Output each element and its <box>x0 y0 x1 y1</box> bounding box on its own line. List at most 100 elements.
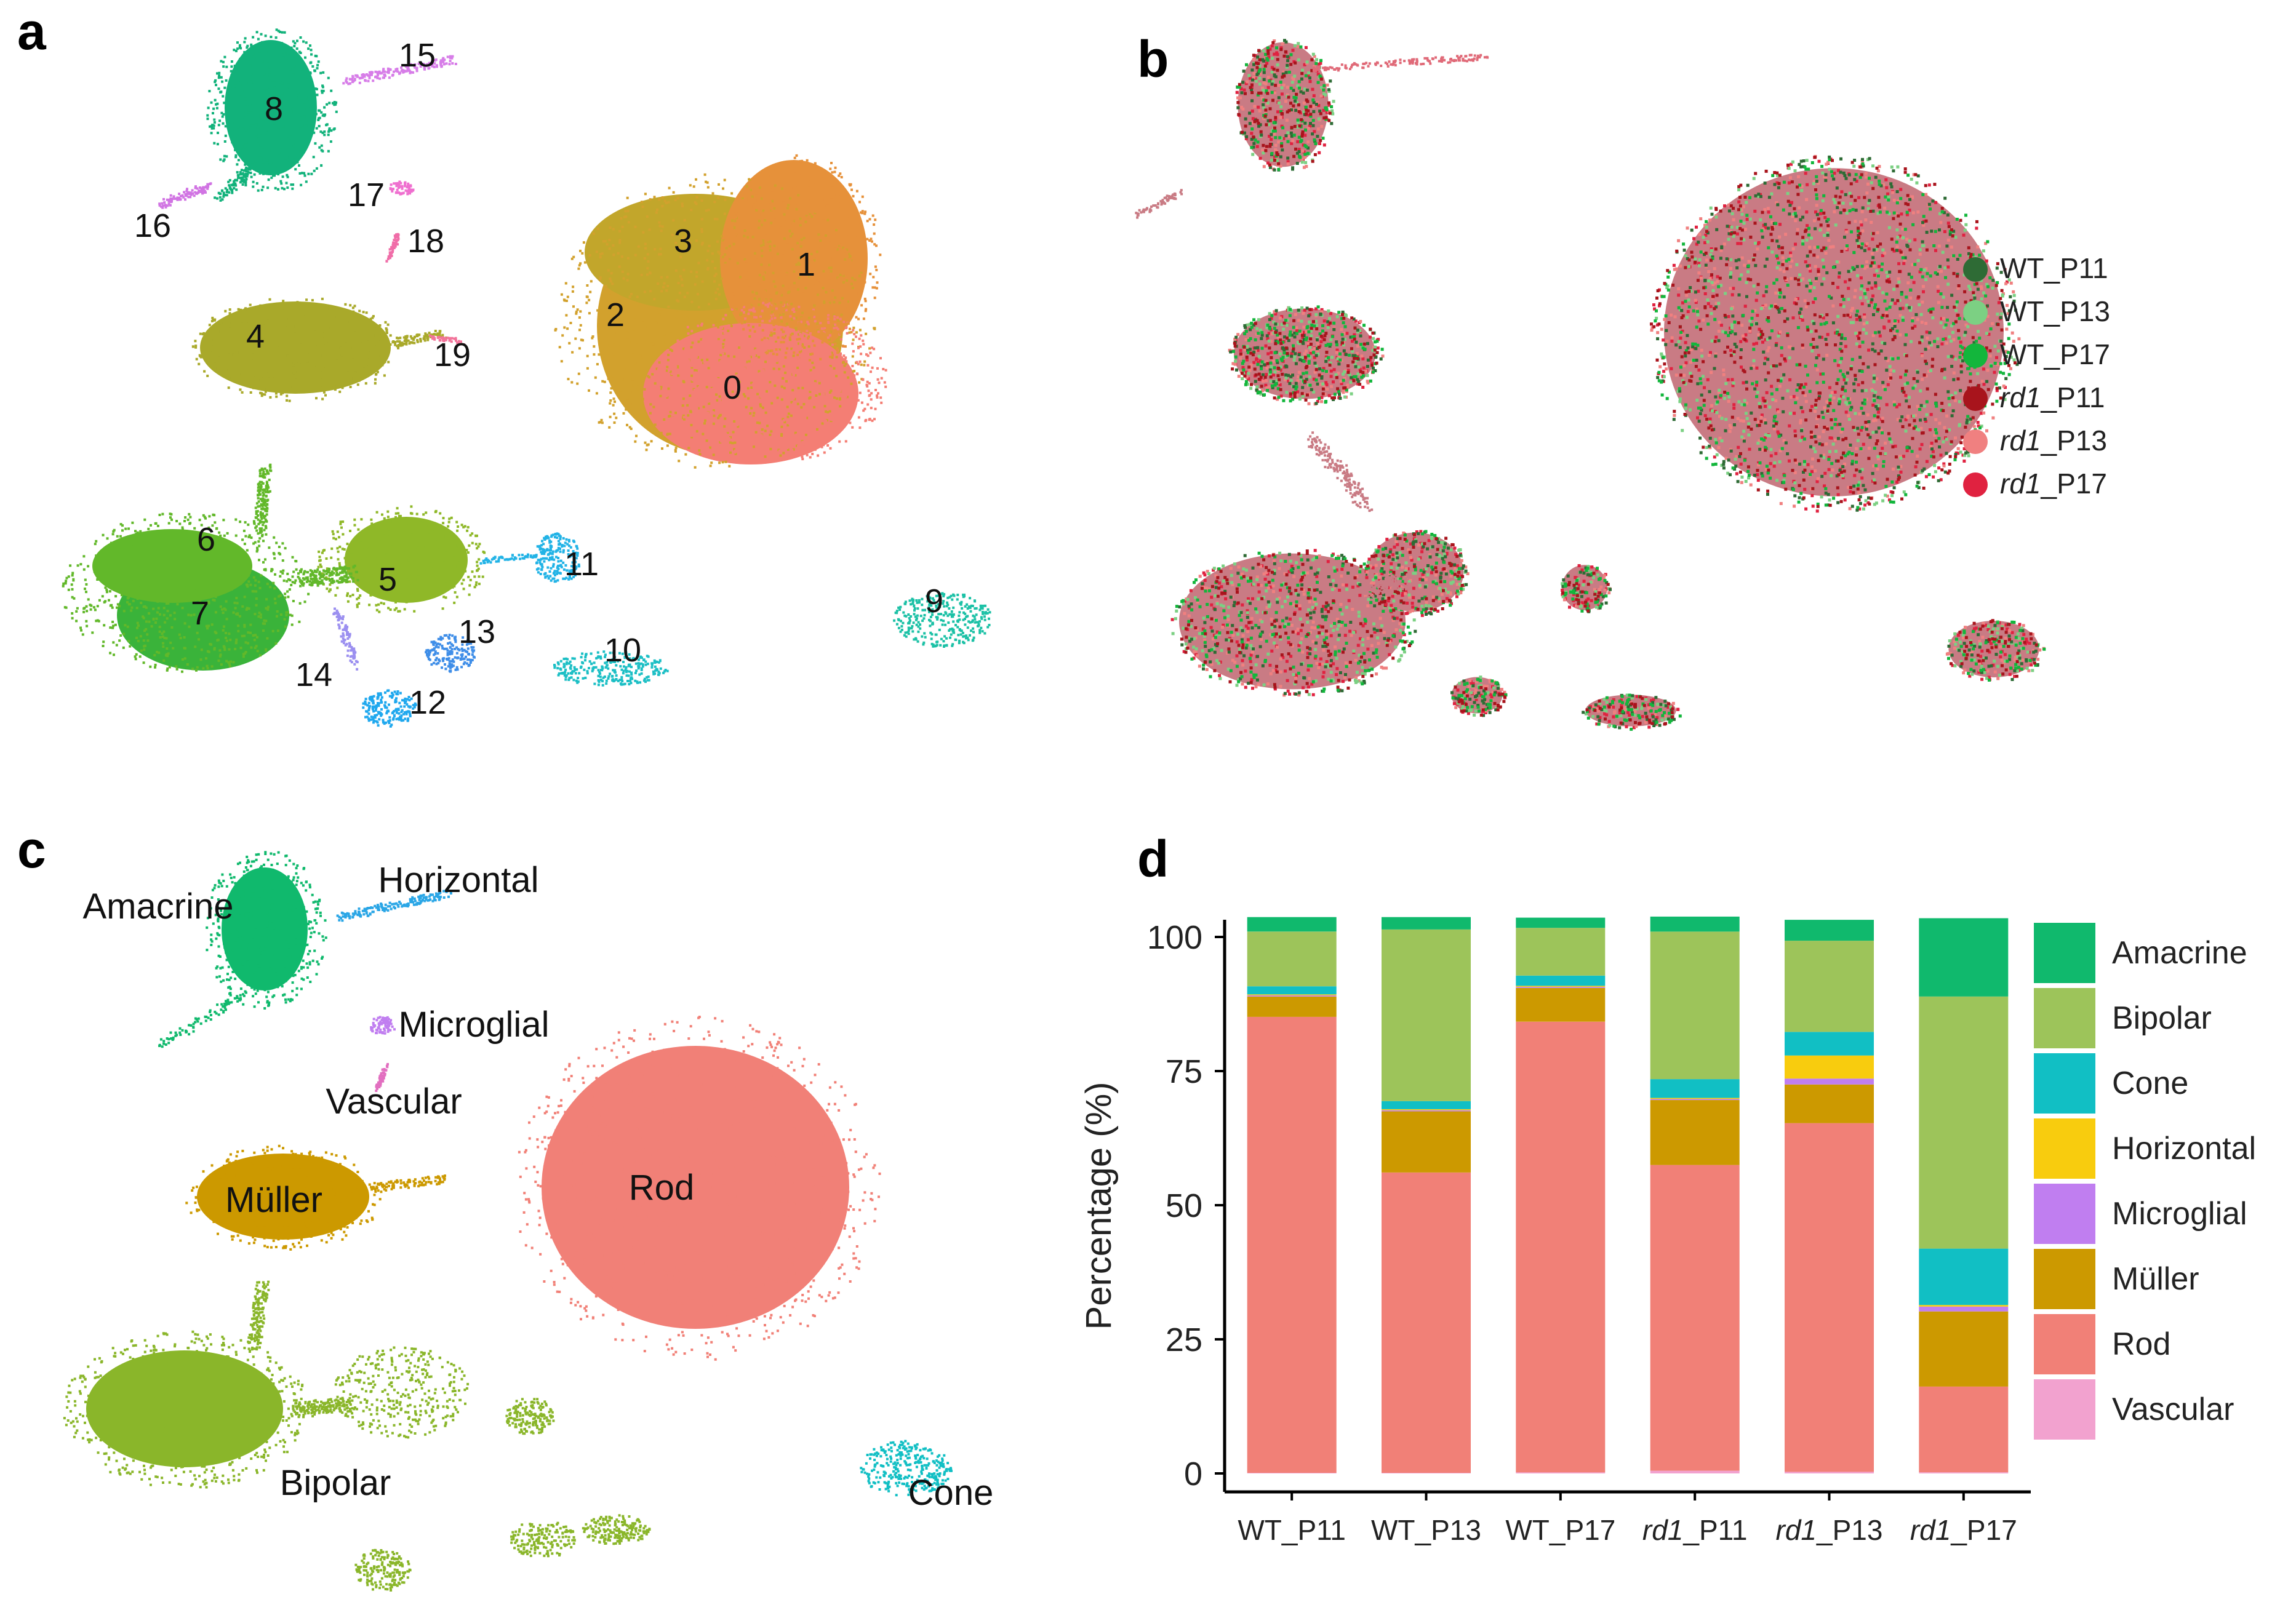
bar-legend-swatch <box>2034 1249 2095 1309</box>
legend-label-prefix: WT <box>2000 338 2044 370</box>
bar-segment-muller-WT_P17 <box>1516 987 1606 1022</box>
legend-label-prefix: WT <box>2000 252 2044 284</box>
sample-bridge <box>1363 572 1411 599</box>
cluster-6-tail <box>252 463 273 534</box>
legend-item-rd1_P17: rd1_P17 <box>1963 468 2107 500</box>
cluster-0-scatter <box>655 301 887 463</box>
bar-segment-bipolar-rd1_P11 <box>1650 931 1740 1080</box>
sample-blob-bipolar-right <box>1364 530 1470 617</box>
panel-letter-c: c <box>17 821 46 879</box>
legend-label: rd1_P17 <box>2000 468 2107 500</box>
legend-label: WT_P11 <box>2000 252 2108 284</box>
bar-segment-horizontal-rd1_P11 <box>1650 1098 1740 1099</box>
x-tick-label-prefix: rd1 <box>1910 1514 1951 1546</box>
y-tick-label-100: 100 <box>1147 919 1202 956</box>
bar-segment-bipolar-rd1_P13 <box>1785 941 1874 1032</box>
bar-legend-item-rod: Rod <box>2034 1314 2170 1374</box>
celltype-muller-points <box>197 1154 369 1240</box>
sample-tail-horizontal <box>1312 54 1489 73</box>
legend-label-suffix: _P13 <box>2044 295 2110 327</box>
cluster-12-points <box>362 689 417 728</box>
cluster-label-2: 2 <box>606 297 625 333</box>
legend-label-prefix: rd1 <box>2000 468 2041 500</box>
bar-legend-label: Bipolar <box>2112 1000 2212 1036</box>
panel-c-umap-celltypes: Amacrine Horizontal Microglial Vascular Müll… <box>63 851 993 1592</box>
cluster-4-tail <box>372 330 448 350</box>
x-tick-label-suffix: _P11 <box>1281 1514 1346 1546</box>
cluster-label-13: 13 <box>458 613 495 650</box>
bar-stack-rd1_P13 <box>1785 920 1874 1473</box>
bar-legend-swatch <box>2034 1379 2095 1440</box>
cluster-label-7: 7 <box>191 595 209 632</box>
y-tick-label-0: 0 <box>1184 1456 1202 1492</box>
bar-segment-rod-rd1_P17 <box>1919 1386 2009 1473</box>
legend-swatch <box>1963 472 1988 497</box>
panel-letter-d: d <box>1137 830 1169 888</box>
cluster-label-12: 12 <box>409 684 446 721</box>
bar-stack-WT_P11 <box>1247 917 1337 1473</box>
legend-item-WT_P11: WT_P11 <box>1963 252 2108 284</box>
celltype-amacrine-scatter <box>206 851 327 1010</box>
bar-segment-rod-WT_P17 <box>1516 1021 1606 1473</box>
cluster-8-tail <box>214 166 257 202</box>
celltype-label-microglial: Microglial <box>399 1005 550 1045</box>
legend-item-rd1_P11: rd1_P11 <box>1963 381 2105 413</box>
cluster-label-10: 10 <box>604 632 641 669</box>
legend-swatch <box>1963 257 1988 282</box>
bar-segment-microglial-WT_P17 <box>1516 987 1606 988</box>
cluster-label-18: 18 <box>407 223 444 260</box>
cluster-label-1: 1 <box>797 246 815 283</box>
celltype-bipolar-small-1 <box>505 1398 555 1435</box>
cluster-17-points <box>389 180 415 196</box>
bar-legend-label: Horizontal <box>2112 1131 2256 1166</box>
cluster-label-9: 9 <box>925 583 943 620</box>
bar-segment-vascular-WT_P17 <box>1516 1472 1606 1473</box>
legend-label-suffix: _P11 <box>2040 381 2105 413</box>
sample-blob-9 <box>1945 619 2046 682</box>
celltype-label-amacrine: Amacrine <box>83 887 234 927</box>
bar-segment-cone-rd1_P17 <box>1919 1248 2009 1305</box>
celltype-bipolar-small-3 <box>354 1548 412 1592</box>
celltype-muller-scatter <box>185 1144 383 1251</box>
bar-segment-microglial-rd1_P13 <box>1785 1078 1874 1085</box>
celltype-bipolar-right <box>334 1346 470 1439</box>
cluster-4-points <box>200 301 391 394</box>
bar-legend-label: Microglial <box>2112 1196 2247 1232</box>
bar-legend-swatch <box>2034 923 2095 983</box>
bar-legend-item-horizontal: Horizontal <box>2034 1118 2256 1179</box>
y-tick-label-50: 50 <box>1166 1187 1202 1224</box>
legend-swatch <box>1963 343 1988 368</box>
cluster-9-points <box>893 592 991 648</box>
cluster-5-points <box>345 517 468 603</box>
bar-segment-vascular-rd1_P11 <box>1650 1470 1740 1473</box>
legend-swatch <box>1963 300 1988 325</box>
x-tick-label-rd1_P11: rd1_P11 <box>1642 1514 1748 1546</box>
x-tick-label-prefix: WT <box>1238 1514 1282 1546</box>
cluster-label-0: 0 <box>723 369 742 406</box>
bar-segment-rod-rd1_P11 <box>1650 1165 1740 1471</box>
legend-label: WT_P13 <box>2000 295 2110 327</box>
cluster-label-15: 15 <box>399 37 436 74</box>
bar-legend-item-cone: Cone <box>2034 1053 2188 1114</box>
cluster-label-3: 3 <box>674 223 692 260</box>
bar-segment-cone-WT_P17 <box>1516 975 1606 986</box>
celltype-bipolar-tail <box>247 1280 270 1352</box>
panel-letter-b: b <box>1137 30 1169 88</box>
bar-segment-bipolar-WT_P17 <box>1516 928 1606 976</box>
celltype-rod-points <box>542 1046 849 1329</box>
bar-segment-muller-WT_P13 <box>1382 1111 1471 1173</box>
cluster-label-17: 17 <box>348 177 385 213</box>
legend-label: rd1_P11 <box>2000 381 2105 413</box>
sample-tail-bipolar <box>1307 431 1374 512</box>
cluster-label-6: 6 <box>197 521 215 558</box>
x-tick-label-suffix: _P13 <box>1415 1514 1481 1546</box>
bar-segment-bipolar-WT_P13 <box>1382 929 1471 1101</box>
sample-blob-amacrine <box>1235 39 1335 172</box>
bar-segment-horizontal-WT_P17 <box>1516 986 1606 987</box>
bar-segment-vascular-rd1_P13 <box>1785 1472 1874 1473</box>
sample-blob-13 <box>1450 675 1508 717</box>
celltype-label-rod: Rod <box>629 1168 694 1208</box>
sample-blob-muller <box>1228 305 1385 406</box>
